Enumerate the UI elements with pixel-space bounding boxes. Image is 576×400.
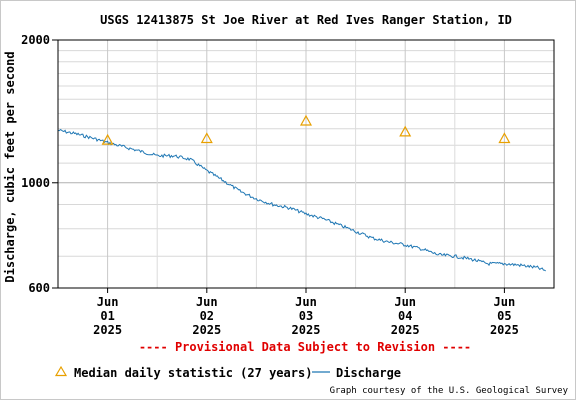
discharge-line — [57, 128, 546, 272]
x-tick-label: 02 — [200, 309, 214, 323]
x-tick-label: Jun — [394, 295, 416, 309]
x-axis-ticks: Jun012025Jun022025Jun032025Jun042025Jun0… — [93, 288, 519, 337]
y-axis-ticks: 600 1000 2000 — [21, 33, 58, 295]
legend-median-triangle-icon — [54, 365, 68, 377]
x-tick-label: 03 — [299, 309, 313, 323]
grid-lines — [58, 40, 554, 288]
x-tick-label: 04 — [398, 309, 412, 323]
chart-title: USGS 12413875 St Joe River at Red Ives R… — [100, 13, 512, 27]
x-tick-label: Jun — [196, 295, 218, 309]
usgs-credit: Graph courtesy of the U.S. Geological Su… — [330, 386, 569, 396]
x-tick-label: 01 — [100, 309, 114, 323]
plot-border — [57, 39, 555, 289]
x-tick-label: 2025 — [192, 323, 221, 337]
x-tick-label: 05 — [497, 309, 511, 323]
x-tick-label: 2025 — [490, 323, 519, 337]
legend-median-label: Median daily statistic (27 years) — [74, 366, 312, 380]
x-tick-label: Jun — [494, 295, 516, 309]
x-tick-label: Jun — [295, 295, 317, 309]
y-tick-label: 2000 — [21, 33, 50, 47]
y-tick-label: 1000 — [21, 176, 50, 190]
median-triangle-marker — [498, 132, 511, 144]
y-axis-label: Discharge, cubic feet per second — [3, 51, 17, 282]
x-tick-label: Jun — [97, 295, 119, 309]
median-triangle-marker — [299, 114, 313, 126]
median-triangle-marker — [101, 133, 114, 145]
x-tick-label: 2025 — [292, 323, 321, 337]
provisional-warning: ---- Provisional Data Subject to Revisio… — [139, 340, 471, 354]
legend-discharge-label: Discharge — [336, 366, 401, 380]
y-tick-label: 600 — [28, 281, 50, 295]
legend: Median daily statistic (27 years) Discha… — [54, 365, 401, 380]
x-tick-label: 2025 — [93, 323, 122, 337]
x-tick-label: 2025 — [391, 323, 420, 337]
series-layer — [57, 114, 546, 272]
median-triangle-marker — [200, 132, 213, 144]
median-triangle-marker — [399, 125, 412, 137]
